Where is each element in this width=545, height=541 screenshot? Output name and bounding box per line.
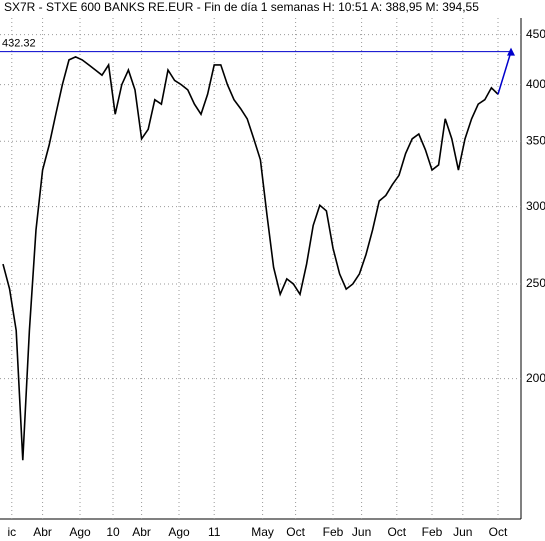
price-line [2,56,499,461]
y-tick-label: 350 [526,133,545,147]
x-tick-label: Jun [453,525,472,539]
y-tick-label: 200 [526,371,545,385]
x-tick-label: May [251,525,274,539]
target-arrow [497,51,512,95]
y-tick-label: 300 [526,199,545,213]
y-tick-label: 250 [526,276,545,290]
reference-label: 432.32 [2,38,36,50]
x-tick-label: Oct [387,525,406,539]
x-tick-label: 10 [106,525,120,539]
x-tick-label: Abr [132,525,151,539]
arrow-head [507,47,515,56]
x-tick-label: Ago [168,525,190,539]
x-tick-label: Oct [286,525,305,539]
x-tick-label: Ago [69,525,91,539]
x-tick-label: Abr [33,525,52,539]
x-tick-label: Oct [489,525,508,539]
x-tick-label: Feb [323,525,344,539]
x-tick-label: 11 [208,525,221,539]
x-tick-label: ic [7,525,16,539]
chart-title: SX7R - STXE 600 BANKS RE.EUR - Fin de dí… [4,0,479,14]
y-tick-label: 450 [526,27,545,41]
x-tick-label: Jun [352,525,371,539]
x-tick-label: Feb [422,525,443,539]
y-tick-label: 400 [526,77,545,91]
